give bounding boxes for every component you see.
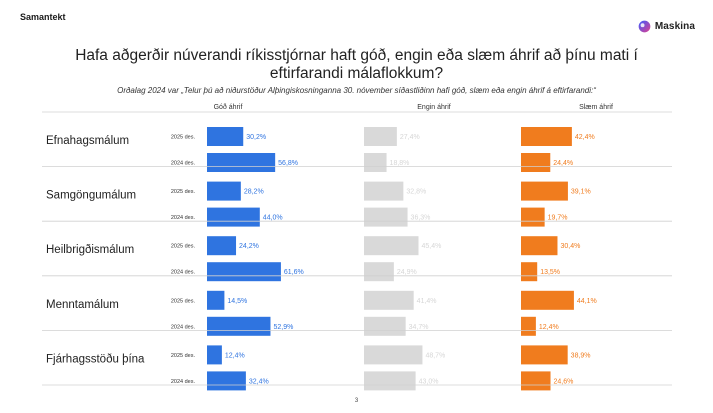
none-bar [364,345,423,365]
bad-bar [521,207,545,227]
chart-subtitle: Orðalag 2024 var „Telur þú að niðurstöðu… [117,86,596,95]
good-value-label: 12,4% [225,352,245,359]
bad-value-label: 12,4% [539,324,559,331]
section-label: Samantekt [20,12,66,22]
category-label: Fjárhagsstöðu þína [46,353,145,365]
page-number: 3 [354,398,359,404]
good-bar [207,345,222,365]
bad-value-label: 24,4% [553,160,573,167]
bad-bar [521,153,551,172]
none-value-label: 45,4% [421,243,441,250]
good-bar [207,290,225,310]
good-value-label: 61,6% [284,269,304,276]
category-label: Samgöngumálum [46,190,136,202]
bad-value-label: 39,1% [571,189,591,196]
bad-value-label: 19,7% [548,215,568,222]
none-value-label: 18,8% [390,160,410,167]
column-header: Engin áhrif [417,104,451,111]
good-value-label: 52,9% [273,324,293,331]
good-bar [207,153,276,172]
category-label: Heilbrigðismálum [46,244,134,256]
year-label: 2024 des. [171,324,196,330]
good-bar [207,316,271,336]
none-bar [364,290,414,310]
column-header: Slæm áhrif [579,104,613,111]
good-bar [207,371,246,391]
column-header: Góð áhrif [214,103,243,111]
bad-value-label: 30,4% [560,243,580,250]
none-bar [364,262,394,282]
bad-bar [521,127,572,146]
good-value-label: 24,2% [239,243,259,250]
good-bar [207,181,241,201]
bad-bar [521,181,568,201]
brand: Maskina [638,20,695,33]
none-value-label: 43,0% [419,378,439,385]
year-label: 2025 des. [171,244,196,250]
none-value-label: 41,4% [417,298,437,305]
none-bar [364,181,404,201]
good-bar [207,207,260,227]
none-bar [364,127,397,146]
good-value-label: 32,4% [249,378,269,385]
none-value-label: 48,7% [425,352,445,359]
none-value-label: 34,7% [409,324,429,331]
year-label: 2024 des. [171,161,196,167]
good-value-label: 44,0% [263,215,283,222]
bad-bar [521,236,558,256]
none-value-label: 32,8% [406,189,426,196]
bad-value-label: 38,9% [571,352,591,359]
none-bar [364,153,387,172]
category-label: Menntamálum [46,299,119,311]
good-value-label: 30,2% [246,134,266,141]
good-bar [207,127,244,146]
maskina-logo-icon [638,20,651,33]
bad-bar [521,345,568,365]
year-label: 2025 des. [171,135,196,141]
none-value-label: 27,4% [400,134,420,141]
good-value-label: 56,8% [278,160,298,167]
category-label: Efnahagsmálum [46,135,129,147]
none-bar [364,207,408,227]
bad-bar [521,316,536,336]
none-bar [364,236,419,256]
year-label: 2024 des. [171,270,196,276]
good-bar [207,236,237,256]
bad-bar [521,262,538,282]
bad-bar [521,290,574,310]
year-label: 2024 des. [171,215,196,221]
none-bar [364,316,406,336]
chart-title: Hafa aðgerðir núverandi ríkisstjórnar ha… [75,47,638,82]
none-bar [364,371,416,391]
good-bar [207,262,281,282]
year-label: 2025 des. [171,189,196,195]
bad-value-label: 42,4% [575,134,595,141]
none-value-label: 36,3% [411,215,431,222]
bad-value-label: 13,5% [540,269,560,276]
none-value-label: 24,9% [397,269,417,276]
bad-bar [521,371,551,391]
year-label: 2025 des. [171,353,196,359]
good-value-label: 28,2% [244,189,264,196]
brand-name: Maskina [654,21,695,32]
bad-value-label: 24,6% [554,378,574,385]
good-value-label: 14,5% [227,298,247,305]
year-label: 2025 des. [171,298,196,304]
bad-value-label: 44,1% [577,298,597,305]
year-label: 2024 des. [171,379,196,385]
